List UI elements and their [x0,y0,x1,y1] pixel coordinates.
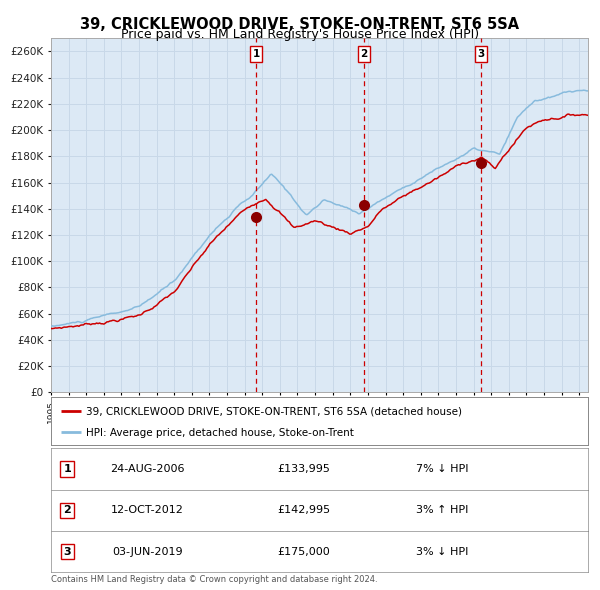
Text: 03-JUN-2019: 03-JUN-2019 [112,547,183,556]
Text: Price paid vs. HM Land Registry's House Price Index (HPI): Price paid vs. HM Land Registry's House … [121,28,479,41]
Text: £175,000: £175,000 [277,547,330,556]
Text: 3: 3 [63,547,71,556]
Text: HPI: Average price, detached house, Stoke-on-Trent: HPI: Average price, detached house, Stok… [86,428,354,438]
Text: 7% ↓ HPI: 7% ↓ HPI [416,464,469,474]
Text: 39, CRICKLEWOOD DRIVE, STOKE-ON-TRENT, ST6 5SA (detached house): 39, CRICKLEWOOD DRIVE, STOKE-ON-TRENT, S… [86,407,462,417]
Text: £133,995: £133,995 [277,464,330,474]
Text: 3% ↑ HPI: 3% ↑ HPI [416,506,469,515]
Text: 39, CRICKLEWOOD DRIVE, STOKE-ON-TRENT, ST6 5SA: 39, CRICKLEWOOD DRIVE, STOKE-ON-TRENT, S… [80,17,520,31]
Text: Contains HM Land Registry data © Crown copyright and database right 2024.: Contains HM Land Registry data © Crown c… [51,575,377,584]
Text: 2: 2 [361,49,368,59]
Text: 1: 1 [63,464,71,474]
Text: 3% ↓ HPI: 3% ↓ HPI [416,547,469,556]
Text: 3: 3 [478,49,485,59]
Text: 1: 1 [253,49,260,59]
Text: £142,995: £142,995 [277,506,330,515]
Text: 12-OCT-2012: 12-OCT-2012 [111,506,184,515]
Text: 2: 2 [63,506,71,515]
Text: 24-AUG-2006: 24-AUG-2006 [110,464,185,474]
